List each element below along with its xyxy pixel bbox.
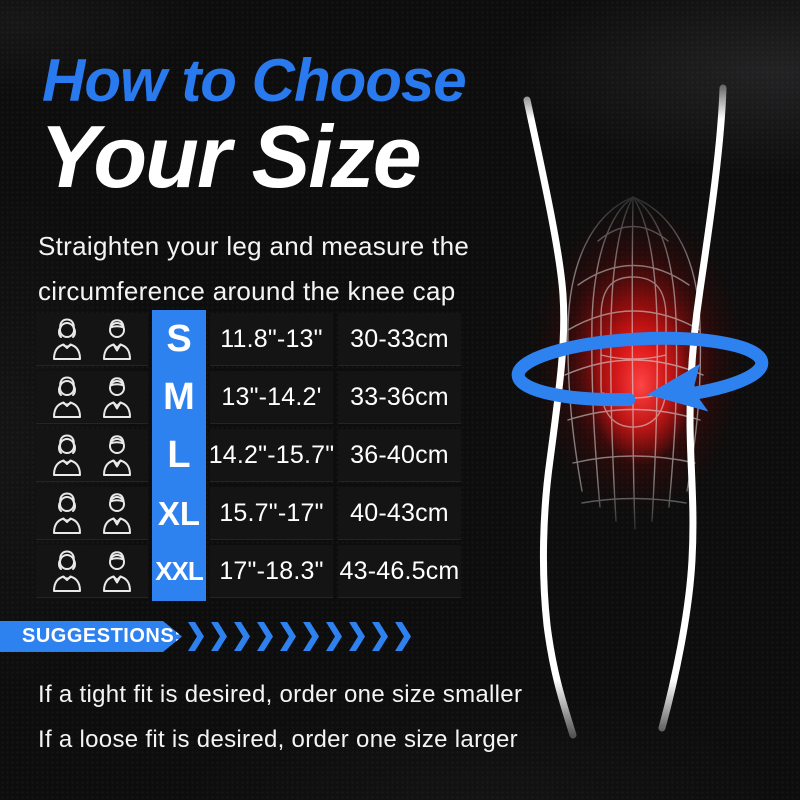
size-badge: S (152, 310, 206, 369)
leg-outline (523, 84, 727, 739)
suggestions-label: SUGGESTIONS: (22, 625, 182, 647)
woman-icon (53, 492, 81, 534)
audience-icons (36, 371, 148, 424)
size-badge: XXL (152, 542, 206, 601)
knee-mesh (564, 196, 704, 530)
man-icon (103, 377, 131, 418)
inch-range-cell: 14.2"-15.7" (208, 429, 335, 482)
size-row-l: L 14.2"-15.7" 36-40cm (36, 426, 461, 485)
measure-instruction-line2: circumference around the knee cap (38, 276, 456, 306)
inch-range: 14.2"-15.7" (208, 440, 335, 469)
man-icon (103, 435, 131, 476)
size-row-xl: XL 15.7"-17" 40-43cm (36, 484, 461, 543)
size-row-xxl: XXL 17"-18.3" 43-46.5cm (36, 542, 461, 601)
cm-range-cell: 40-43cm (338, 487, 461, 540)
suggestions-banner: SUGGESTIONS: (0, 621, 182, 652)
cm-range-cell: 36-40cm (338, 429, 461, 482)
chevron-right-icon (257, 622, 273, 651)
chevron-right-icon (372, 622, 388, 651)
measure-instruction-line1: Straighten your leg and measure the (38, 231, 470, 261)
audience-icons (36, 545, 148, 598)
cm-range: 33-36cm (350, 382, 449, 411)
size-badge: XL (152, 484, 206, 543)
man-icon (103, 319, 131, 360)
chevron-right-icon (326, 622, 342, 651)
inch-range: 13"-14.2' (221, 382, 322, 411)
size-badge: M (152, 368, 206, 427)
inch-range-cell: 13"-14.2' (210, 371, 333, 424)
woman-icon (53, 550, 81, 592)
size-badge: L (152, 426, 206, 485)
arrowhead-left-icon (647, 363, 709, 412)
size-table: S 11.8"-13" 30-33cm M 13"-14.2' 33-36cm … (36, 310, 461, 603)
measure-arrow-ellipse (511, 331, 769, 412)
page-title-accent: How to Choose (42, 47, 467, 114)
tip-loose-fit: If a loose fit is desired, order one siz… (38, 726, 518, 753)
cm-range: 36-40cm (350, 440, 449, 469)
woman-icon (53, 376, 81, 418)
cm-range-cell: 33-36cm (338, 371, 461, 424)
cm-range: 43-46.5cm (339, 556, 460, 585)
chevron-right-icon (395, 622, 411, 651)
measure-instruction: Straighten your leg and measure the circu… (38, 224, 469, 314)
chevron-right-icon (211, 622, 227, 651)
woman-icon (53, 434, 81, 476)
tip-tight-fit: If a tight fit is desired, order one siz… (38, 681, 523, 708)
man-icon (103, 493, 131, 534)
chevron-right-icon (280, 622, 296, 651)
cm-range-cell: 43-46.5cm (338, 545, 461, 598)
chevron-right-icon (234, 622, 250, 651)
chevron-right-icon (303, 622, 319, 651)
size-row-s: S 11.8"-13" 30-33cm (36, 310, 461, 369)
inch-range-cell: 11.8"-13" (210, 313, 333, 366)
audience-icons (36, 429, 148, 482)
size-row-m: M 13"-14.2' 33-36cm (36, 368, 461, 427)
page-title-main: Your Size (40, 107, 422, 206)
audience-icons (36, 313, 148, 366)
inch-range: 15.7"-17" (219, 498, 324, 527)
audience-icons (36, 487, 148, 540)
man-icon (103, 551, 131, 592)
chevron-arrows (188, 622, 418, 651)
inch-range: 17"-18.3" (219, 556, 324, 585)
chevron-right-icon (349, 622, 365, 651)
inch-range: 11.8"-13" (220, 324, 323, 353)
woman-icon (53, 318, 81, 360)
chevron-right-icon (188, 622, 204, 651)
cm-range: 30-33cm (350, 324, 449, 353)
cm-range-cell: 30-33cm (338, 313, 461, 366)
inch-range-cell: 17"-18.3" (210, 545, 333, 598)
knee-illustration (511, 84, 769, 739)
inch-range-cell: 15.7"-17" (210, 487, 333, 540)
cm-range: 40-43cm (350, 498, 449, 527)
